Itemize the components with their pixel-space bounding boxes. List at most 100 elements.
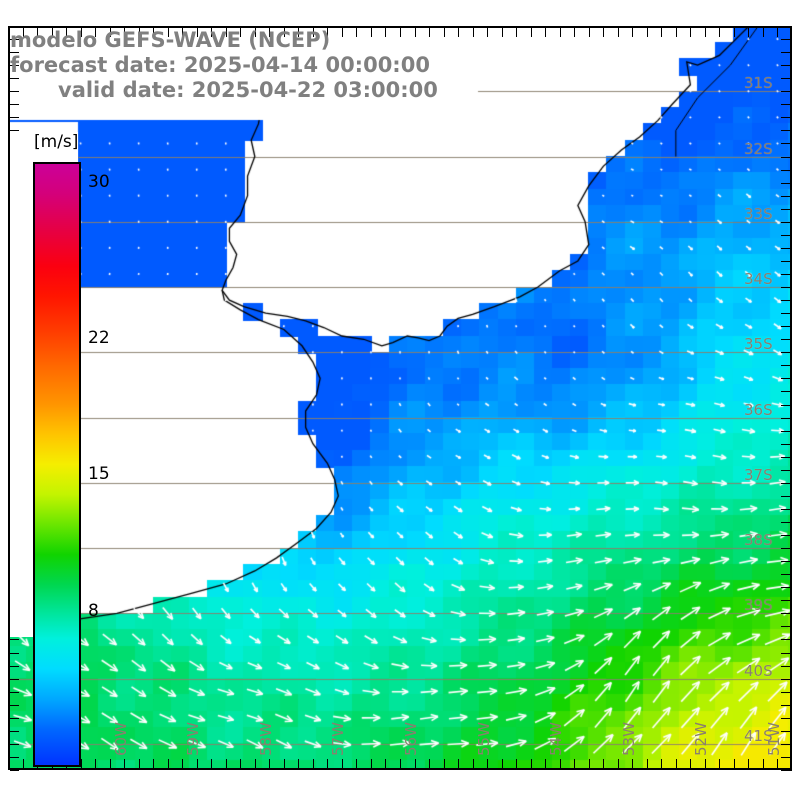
tick-right [781, 587, 792, 588]
tick-bottom [545, 759, 546, 770]
tick-right [781, 391, 792, 392]
tick-bottom [240, 759, 241, 770]
tick-right [781, 261, 792, 262]
tick-top [211, 28, 212, 37]
tick-left [10, 78, 19, 79]
longitude-label: 53W [619, 722, 638, 756]
tick-bottom [371, 759, 372, 770]
tick-top [632, 28, 633, 37]
tick-bottom [168, 759, 169, 770]
tick-top [37, 28, 38, 37]
tick-top [197, 28, 198, 37]
latitude-label: 39S [744, 596, 773, 615]
tick-top [226, 28, 227, 37]
tick-right [781, 731, 792, 732]
tick-left [10, 104, 19, 105]
tick-right [781, 718, 792, 719]
tick-top [139, 28, 140, 37]
tick-right [781, 548, 792, 549]
tick-bottom [313, 759, 314, 770]
colorbar-units-label: [m/s] [34, 132, 79, 152]
tick-right [781, 626, 792, 627]
tick-top [313, 28, 314, 37]
tick-right [781, 770, 792, 771]
tick-top [603, 28, 604, 37]
tick-top [284, 28, 285, 37]
tick-right [781, 287, 792, 288]
latitude-label: 31S [744, 74, 773, 93]
tick-top [719, 28, 720, 37]
tick-right [781, 496, 792, 497]
tick-top [516, 28, 517, 37]
tick-bottom [385, 759, 386, 770]
tick-top [574, 28, 575, 37]
tick-bottom [284, 759, 285, 770]
tick-top [371, 28, 372, 37]
latitude-label: 35S [744, 335, 773, 354]
tick-top [473, 28, 474, 37]
tick-bottom [298, 759, 299, 770]
tick-right [781, 378, 792, 379]
tick-right [781, 196, 792, 197]
tick-bottom [211, 759, 212, 770]
tick-right [781, 365, 792, 366]
tick-right [781, 352, 792, 353]
tick-right [781, 52, 792, 53]
tick-right [781, 143, 792, 144]
tick-right [781, 679, 792, 680]
tick-bottom [124, 759, 125, 770]
colorbar-gradient [33, 162, 81, 767]
tick-right [781, 91, 792, 92]
tick-bottom [444, 759, 445, 770]
tick-bottom [139, 759, 140, 770]
colorbar-tick-8: 8 [88, 600, 99, 621]
colorbar-gradient-fill [35, 164, 79, 765]
latitude-label: 40S [744, 661, 773, 680]
tick-top [8, 28, 9, 37]
tick-top [240, 28, 241, 37]
tick-right [781, 405, 792, 406]
colorbar-tick-22: 22 [88, 327, 110, 348]
tick-left [10, 65, 19, 66]
tick-left [10, 52, 19, 53]
tick-left [10, 705, 19, 706]
tick-top [763, 28, 764, 37]
tick-top [560, 28, 561, 37]
tick-right [781, 470, 792, 471]
tick-bottom [95, 759, 96, 770]
tick-top [777, 28, 778, 37]
tick-bottom [502, 759, 503, 770]
tick-top [66, 28, 67, 37]
longitude-label: 58W [256, 722, 275, 756]
tick-top [255, 28, 256, 37]
tick-left [10, 117, 19, 118]
wind-speed-raster-canvas[interactable] [8, 26, 792, 770]
tick-top [647, 28, 648, 37]
tick-right [781, 65, 792, 66]
tick-right [781, 209, 792, 210]
longitude-label: 59W [184, 722, 203, 756]
tick-right [781, 561, 792, 562]
tick-bottom [487, 759, 488, 770]
tick-top [269, 28, 270, 37]
tick-top [690, 28, 691, 37]
plot-frame-top [8, 26, 792, 28]
colorbar: [m/s] 30 22 15 8 [10, 132, 130, 782]
tick-bottom [734, 759, 735, 770]
tick-right [781, 313, 792, 314]
tick-top [661, 28, 662, 37]
tick-top [168, 28, 169, 37]
tick-bottom [356, 759, 357, 770]
tick-right [781, 170, 792, 171]
map-plot-area[interactable] [8, 26, 792, 770]
tick-bottom [110, 759, 111, 770]
tick-bottom [632, 759, 633, 770]
tick-top [676, 28, 677, 37]
tick-right [781, 535, 792, 536]
tick-bottom [763, 759, 764, 770]
tick-right [781, 509, 792, 510]
latitude-label: 41S [744, 726, 773, 745]
tick-right [781, 757, 792, 758]
tick-bottom [182, 759, 183, 770]
tick-right [781, 274, 792, 275]
